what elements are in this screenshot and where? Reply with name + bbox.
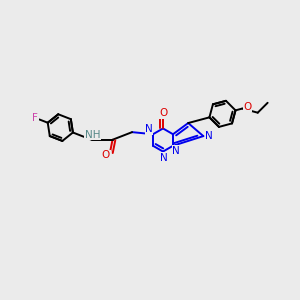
Text: O: O xyxy=(102,151,110,160)
Text: N: N xyxy=(172,146,180,156)
Text: N: N xyxy=(160,152,168,163)
Text: NH: NH xyxy=(85,130,100,140)
Text: O: O xyxy=(243,102,251,112)
Text: F: F xyxy=(32,113,38,124)
Text: N: N xyxy=(145,124,153,134)
Text: N: N xyxy=(206,131,213,141)
Text: O: O xyxy=(160,109,168,118)
